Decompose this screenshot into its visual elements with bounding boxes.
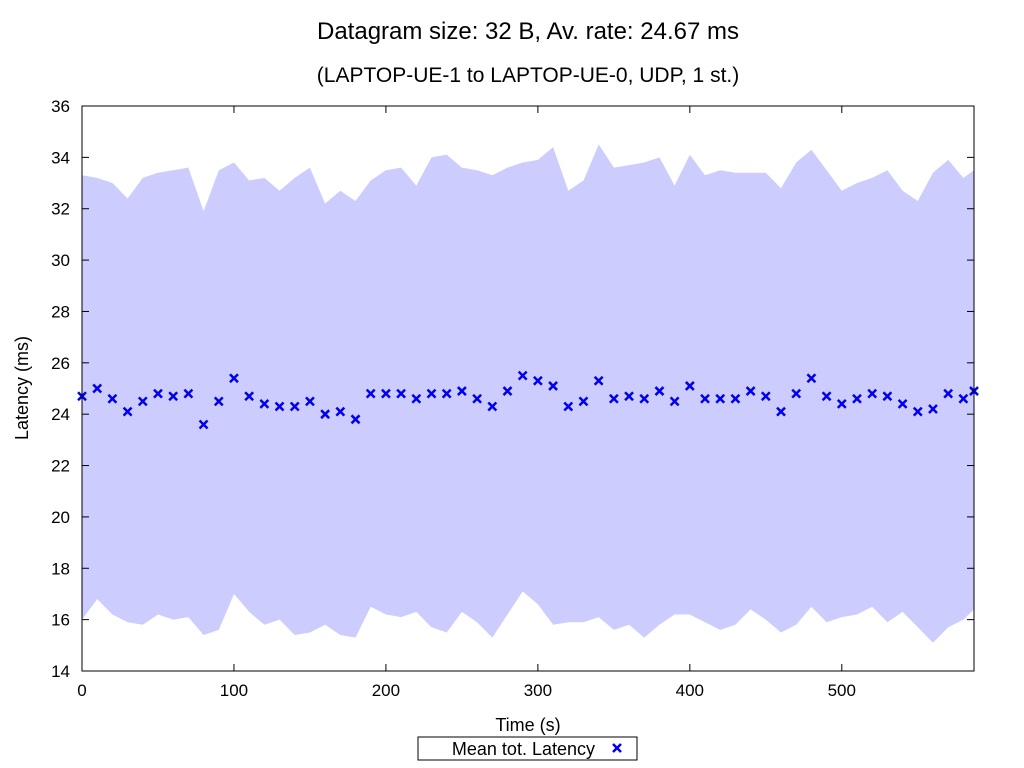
data-point (730, 393, 741, 404)
legend-box (417, 736, 638, 761)
y-tick-label: 32 (51, 200, 70, 219)
x-tick-label: 0 (77, 681, 86, 700)
legend: Mean tot. Latency (417, 736, 638, 761)
y-tick-label: 26 (51, 354, 70, 373)
data-point (593, 375, 604, 386)
x-tick-label: 300 (524, 681, 552, 700)
y-tick-label: 20 (51, 508, 70, 527)
y-axis-ticks: 14 16 18 20 22 24 26 28 30 32 34 36 (51, 97, 974, 681)
data-point (229, 373, 239, 384)
data-point (608, 393, 619, 404)
x-tick-label: 100 (220, 681, 248, 700)
data-point (183, 388, 194, 399)
data-point (274, 401, 285, 412)
data-point (92, 383, 103, 394)
y-tick-label: 28 (51, 302, 70, 321)
data-point (107, 393, 118, 404)
y-tick-label: 16 (51, 611, 70, 630)
legend-label: Mean tot. Latency (452, 739, 595, 759)
data-point (122, 406, 133, 417)
data-point (517, 370, 528, 381)
data-point (700, 393, 710, 404)
data-point (213, 396, 224, 407)
data-point (305, 396, 315, 407)
data-point (654, 386, 665, 396)
data-point (441, 388, 452, 399)
data-point (426, 388, 437, 399)
data-point (867, 388, 878, 399)
data-point (684, 381, 695, 391)
data-point (259, 399, 270, 409)
legend-x-icon (612, 743, 622, 753)
data-point (168, 391, 179, 402)
data-point (639, 393, 650, 404)
data-point (791, 388, 802, 399)
data-point (396, 388, 406, 399)
data-point (776, 406, 786, 417)
data-point (457, 386, 467, 396)
data-point (958, 393, 969, 404)
data-point (548, 381, 558, 391)
y-tick-label: 18 (51, 559, 70, 578)
legend-marker-x (612, 743, 622, 753)
data-point (821, 391, 832, 402)
data-point (244, 391, 255, 402)
chart-title: Datagram size: 32 B, Av. rate: 24.67 ms (317, 18, 739, 45)
x-axis-ticks: 0 100 200 300 400 500 (77, 106, 856, 700)
data-point (532, 375, 543, 386)
latency-range-band (82, 144, 974, 643)
data-point (153, 388, 163, 399)
data-point (912, 406, 923, 417)
data-point (669, 396, 680, 407)
x-tick-label: 500 (828, 681, 856, 700)
data-point (897, 399, 908, 409)
data-point (836, 399, 847, 409)
data-point (502, 386, 513, 396)
data-point (943, 388, 954, 399)
plot-area (77, 105, 979, 672)
data-point (381, 388, 391, 399)
data-point (411, 393, 422, 404)
x-tick-label: 200 (372, 681, 400, 700)
data-point (350, 414, 361, 425)
chart-subtitle: (LAPTOP-UE-1 to LAPTOP-UE-0, UDP, 1 st.) (317, 64, 739, 87)
data-point (472, 393, 482, 404)
data-point (320, 409, 331, 420)
data-point (624, 391, 634, 402)
data-point (806, 373, 817, 384)
x-axis-label: Time (s) (495, 715, 560, 735)
y-tick-label: 30 (51, 251, 70, 270)
plot-frame (81, 105, 975, 672)
data-point (928, 404, 938, 414)
data-point (745, 386, 756, 396)
y-axis-label: Latency (ms) (12, 336, 32, 440)
y-tick-label: 24 (51, 405, 70, 424)
x-tick-label: 400 (676, 681, 704, 700)
y-tick-label: 14 (51, 662, 70, 681)
data-point (852, 393, 862, 404)
y-tick-label: 34 (51, 148, 70, 167)
data-point (289, 401, 300, 412)
y-tick-label: 36 (51, 97, 70, 116)
data-point (563, 401, 574, 412)
data-point (365, 388, 376, 399)
y-tick-label: 22 (51, 457, 70, 476)
data-point (335, 406, 346, 417)
data-point (715, 393, 726, 404)
data-point (198, 419, 209, 430)
data-point (760, 391, 771, 402)
data-point (578, 396, 589, 407)
data-point (882, 391, 893, 402)
data-point (487, 401, 498, 412)
data-point (137, 396, 148, 407)
